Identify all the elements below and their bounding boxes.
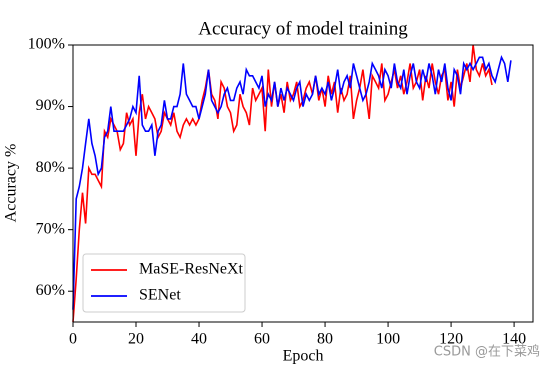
x-tick-label: 40 — [191, 331, 207, 348]
x-tick-label: 100 — [376, 331, 400, 348]
watermark: CSDN @在下菜鸡 — [434, 344, 540, 360]
x-tick-label: 0 — [69, 331, 77, 348]
plot-frame — [72, 44, 534, 323]
x-tick-label: 140 — [502, 331, 526, 348]
y-tick-label: 60% — [36, 282, 65, 299]
legend-box — [82, 253, 246, 313]
legend-label: SENet — [139, 287, 181, 304]
y-tick-label: 100% — [28, 36, 65, 53]
series-line — [72, 44, 493, 323]
chart-title: Accuracy of model training — [198, 18, 408, 39]
x-tick-label: 120 — [439, 331, 463, 348]
x-tick-label: 20 — [128, 331, 144, 348]
y-axis-label: Accuracy % — [3, 144, 20, 223]
x-tick-label: 60 — [254, 331, 270, 348]
y-tick-label: 90% — [36, 97, 65, 114]
x-tick-label: 80 — [317, 331, 333, 348]
legend-label: MaSE-ResNeXt — [139, 261, 244, 278]
y-tick-label: 80% — [36, 159, 65, 176]
x-axis-label: Epoch — [283, 348, 324, 365]
series-line — [72, 55, 512, 310]
y-tick-label: 70% — [36, 220, 65, 237]
